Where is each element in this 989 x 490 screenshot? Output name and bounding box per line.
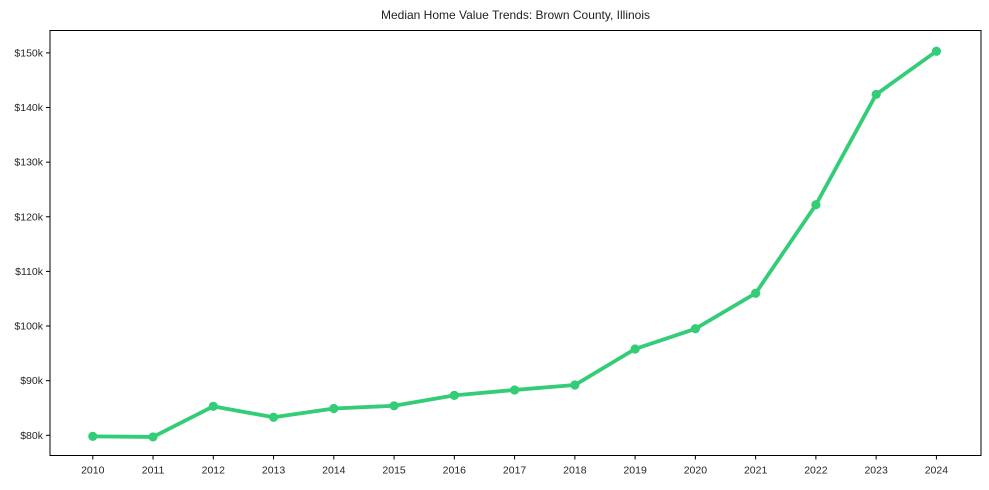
data-point-2019 [630, 344, 640, 354]
data-point-2013 [268, 412, 279, 422]
data-point-2012 [208, 401, 218, 411]
x-tick-label: 2024 [925, 465, 949, 477]
data-point-2014 [329, 403, 339, 414]
data-point-2017 [509, 385, 520, 395]
plot-frame [49, 30, 982, 456]
y-tick-label: $110k [15, 266, 44, 278]
x-tick-label: 2015 [382, 465, 406, 477]
x-tick-label: 2010 [81, 465, 105, 477]
x-tick-label: 2021 [744, 465, 768, 477]
data-point-2023 [871, 89, 881, 100]
data-point-2015 [389, 401, 399, 411]
x-tick-label: 2019 [623, 465, 647, 477]
data-point-2022 [811, 200, 821, 210]
x-tick-label: 2011 [142, 465, 165, 477]
data-point-2020 [690, 324, 700, 334]
data-point-2011 [148, 432, 158, 442]
y-tick-label: $80k [20, 430, 44, 442]
x-tick-label: 2017 [503, 465, 527, 477]
x-tick-label: 2020 [684, 465, 708, 477]
data-point-2018 [570, 380, 580, 390]
y-tick-label: $130k [14, 157, 43, 169]
data-point-2010 [88, 431, 98, 441]
y-tick-label: $120k [14, 211, 43, 223]
x-tick-label: 2022 [804, 465, 828, 477]
y-tick-label: $90k [20, 375, 44, 387]
data-point-2021 [751, 288, 761, 298]
x-tick-label: 2016 [443, 465, 467, 477]
chart-title: Median Home Value Trends: Brown County, … [380, 8, 650, 22]
y-tick-label: $100k [14, 321, 43, 333]
x-tick-label: 2023 [864, 465, 888, 477]
series-line [90, 49, 939, 439]
data-point-2016 [449, 390, 459, 401]
x-tick-label: 2012 [202, 465, 226, 477]
y-tick-label: $150k [14, 47, 43, 59]
data-point-2024 [931, 46, 942, 56]
y-tick-label: $140k [14, 102, 43, 114]
x-tick-label: 2014 [322, 465, 346, 477]
x-tick-label: 2013 [262, 465, 286, 477]
x-tick-label: 2018 [563, 465, 587, 477]
